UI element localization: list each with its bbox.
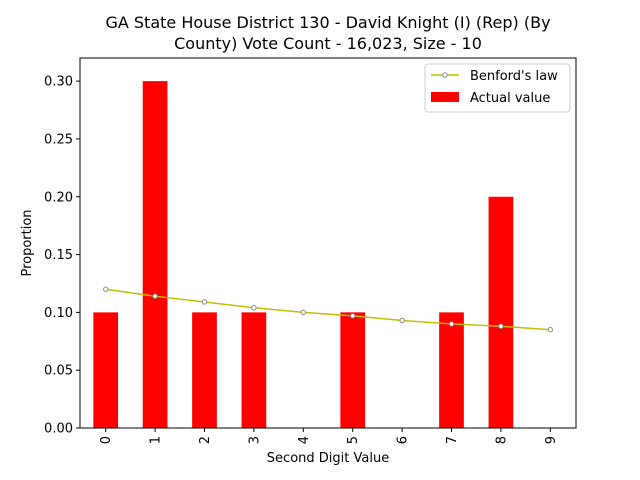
benford-point-5 — [350, 313, 356, 319]
benford-point-1 — [152, 293, 158, 299]
y-tick-label: 0.30 — [44, 75, 73, 90]
benford-point-3 — [251, 305, 257, 311]
bar-1 — [142, 81, 168, 428]
y-axis: 0.00 0.05 0.10 0.15 0.20 0.25 0.30 — [44, 75, 80, 437]
y-axis-label: Proportion — [20, 209, 35, 276]
line-series-benford — [102, 286, 554, 333]
x-tick-label: 0 — [99, 436, 114, 444]
benford-point-2 — [201, 299, 208, 305]
plot-frame — [79, 57, 577, 429]
x-tick-label: 4 — [297, 436, 312, 444]
y-tick-label: 0.20 — [44, 190, 73, 205]
legend-box — [424, 63, 571, 113]
benford-point-6 — [399, 317, 405, 324]
x-tick-label: 6 — [396, 436, 411, 444]
bar-8 — [488, 196, 514, 428]
benford-point-7 — [448, 321, 455, 327]
y-tick-label: 0.15 — [44, 248, 73, 263]
x-tick-label: 9 — [544, 436, 559, 444]
bar-0 — [93, 312, 119, 428]
y-tick-label: 0.10 — [44, 306, 73, 321]
y-tick-label: 0.25 — [44, 132, 73, 147]
benford-point-4 — [300, 309, 306, 316]
benford-point-0 — [102, 286, 109, 292]
x-tick-label: 5 — [346, 436, 361, 444]
bar-2 — [192, 312, 217, 428]
legend-bar-swatch — [431, 92, 459, 102]
chart-title-line-1: GA State House District 130 - David Knig… — [105, 13, 550, 32]
benford-line — [105, 288, 551, 331]
y-tick-label: 0.05 — [44, 364, 73, 379]
x-tick-label: 8 — [494, 436, 509, 444]
bar-3 — [241, 312, 267, 428]
x-tick-label: 7 — [445, 436, 460, 444]
x-tick-label: 2 — [198, 436, 213, 444]
y-tick-label: 0.00 — [44, 422, 73, 437]
legend: Benford's law Actual value — [424, 63, 571, 113]
chart-title-line-2: County) Vote Count - 16,023, Size - 10 — [174, 34, 482, 53]
bar-5 — [340, 312, 366, 428]
x-tick-label: 3 — [247, 436, 262, 444]
bar-series-actual — [93, 81, 514, 428]
x-axis: 0 1 2 3 4 5 6 7 8 9 — [99, 428, 559, 444]
legend-label-benford: Benford's law — [470, 69, 558, 84]
bar-7 — [439, 312, 464, 428]
legend-label-actual: Actual value — [470, 91, 550, 106]
benford-point-9 — [547, 327, 554, 333]
x-tick-label: 1 — [149, 436, 164, 444]
legend-line-marker — [442, 72, 448, 78]
x-axis-label: Second Digit Value — [267, 451, 389, 466]
benford-point-8 — [498, 323, 504, 329]
